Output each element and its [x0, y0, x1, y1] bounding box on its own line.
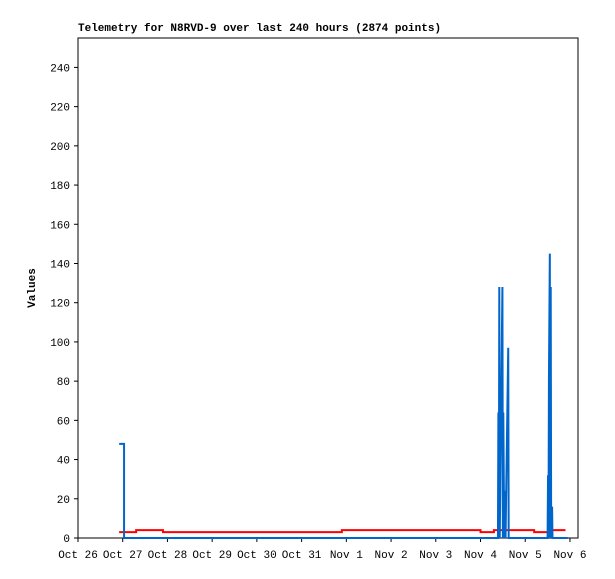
x-tick-label: Oct 29	[192, 550, 232, 562]
series-line	[119, 529, 566, 534]
x-tick-label: Nov 5	[509, 550, 542, 562]
y-axis-label: Values	[27, 268, 39, 308]
x-tick-label: Nov 3	[419, 550, 452, 562]
y-tick-label: 40	[57, 456, 70, 468]
y-tick-label: 20	[57, 495, 70, 507]
x-tick-label: Oct 30	[237, 550, 277, 562]
y-tick-label: 100	[50, 338, 70, 350]
y-tick-label: 200	[50, 142, 70, 154]
y-tick-label: 60	[57, 416, 70, 428]
y-tick-label: 160	[50, 220, 70, 232]
x-tick-label: Nov 1	[330, 550, 363, 562]
x-tick-label: Oct 27	[103, 550, 143, 562]
y-tick-label: 80	[57, 377, 70, 389]
y-tick-label: 240	[50, 63, 70, 75]
y-tick-label: 0	[63, 534, 70, 546]
x-tick-label: Oct 28	[148, 550, 188, 562]
y-tick-label: 140	[50, 259, 70, 271]
x-tick-label: Nov 4	[464, 550, 497, 562]
x-tick-label: Nov 6	[553, 550, 586, 562]
x-tick-label: Nov 2	[375, 550, 408, 562]
x-tick-label: Oct 26	[58, 550, 98, 562]
chart-title: Telemetry for N8RVD-9 over last 240 hour…	[78, 23, 441, 35]
y-tick-label: 220	[50, 103, 70, 115]
y-tick-label: 120	[50, 299, 70, 311]
series-line	[119, 253, 568, 539]
x-tick-label: Oct 31	[282, 550, 322, 562]
y-tick-label: 180	[50, 181, 70, 193]
